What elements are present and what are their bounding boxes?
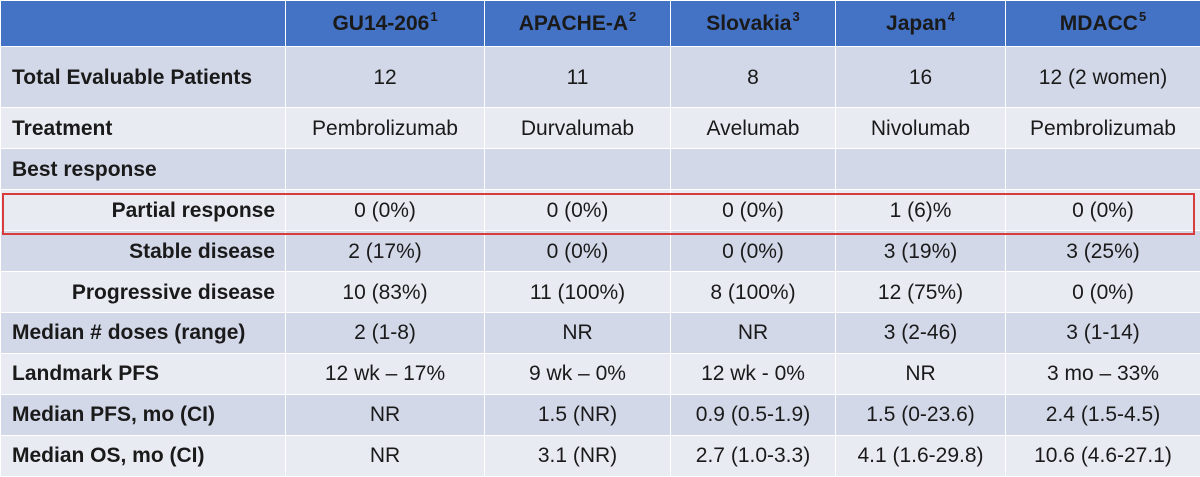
table-cell: 3 (25%)	[1005, 230, 1200, 273]
table-cell: Avelumab	[670, 107, 836, 150]
table-cell: 11	[484, 45, 671, 109]
column-header-label: MDACC	[1059, 11, 1138, 35]
table-cell: 16	[835, 45, 1006, 109]
table-cell: 3 (2-46)	[835, 312, 1006, 355]
table-row-median-os: Median OS, mo (CI) NR 3.1 (NR) 2.7 (1.0-…	[0, 434, 1200, 477]
table-cell: 1.5 (0-23.6)	[835, 393, 1006, 436]
table-cell: NR	[285, 393, 485, 436]
table-cell	[1005, 148, 1200, 191]
table-row-best-response: Best response	[0, 148, 1200, 191]
table-cell	[484, 148, 671, 191]
row-label: Total Evaluable Patients	[0, 45, 286, 109]
table-cell: 11 (100%)	[484, 271, 671, 314]
table-cell: 2.4 (1.5-4.5)	[1005, 393, 1200, 436]
column-header-footnote: 4	[947, 8, 955, 24]
table-cell: 10.6 (4.6-27.1)	[1005, 434, 1200, 477]
table-cell: 0 (0%)	[670, 189, 836, 232]
table-cell: 1 (6)%	[835, 189, 1006, 232]
table-cell: Pembrolizumab	[285, 107, 485, 150]
table-cell: 2 (1-8)	[285, 312, 485, 355]
table-row-median-doses: Median # doses (range) 2 (1-8) NR NR 3 (…	[0, 312, 1200, 355]
table-cell: Pembrolizumab	[1005, 107, 1200, 150]
row-label: Best response	[0, 148, 286, 191]
table-cell: 0 (0%)	[484, 230, 671, 273]
table-cell: 3 (1-14)	[1005, 312, 1200, 355]
table-cell	[285, 148, 485, 191]
table-cell: 8	[670, 45, 836, 109]
row-label: Treatment	[0, 107, 286, 150]
row-label: Median # doses (range)	[0, 312, 286, 355]
table-cell: 0 (0%)	[484, 189, 671, 232]
table-cell: NR	[484, 312, 671, 355]
column-header: Slovakia3	[670, 0, 836, 47]
column-header-footnote: 1	[430, 8, 438, 24]
column-header-label: Japan	[886, 11, 947, 35]
table-cell: 2.7 (1.0-3.3)	[670, 434, 836, 477]
table-row-median-pfs: Median PFS, mo (CI) NR 1.5 (NR) 0.9 (0.5…	[0, 393, 1200, 436]
table-cell: 0 (0%)	[670, 230, 836, 273]
table-row-total-patients: Total Evaluable Patients 12 11 8 16 12 (…	[0, 45, 1200, 109]
table-cell: 1.5 (NR)	[484, 393, 671, 436]
row-label: Median PFS, mo (CI)	[0, 393, 286, 436]
column-header: Japan4	[835, 0, 1006, 47]
table-row-stable-disease: Stable disease 2 (17%) 0 (0%) 0 (0%) 3 (…	[0, 230, 1200, 273]
table-row-treatment: Treatment Pembrolizumab Durvalumab Avelu…	[0, 107, 1200, 150]
row-label: Median OS, mo (CI)	[0, 434, 286, 477]
table-row-progressive-disease: Progressive disease 10 (83%) 11 (100%) 8…	[0, 271, 1200, 314]
row-label: Landmark PFS	[0, 353, 286, 395]
table-cell: 3.1 (NR)	[484, 434, 671, 477]
header-corner-cell	[0, 0, 286, 47]
table-row-landmark-pfs: Landmark PFS 12 wk – 17% 9 wk – 0% 12 wk…	[0, 353, 1200, 395]
table-cell: NR	[285, 434, 485, 477]
row-label: Progressive disease	[0, 271, 286, 314]
table-cell: 0.9 (0.5-1.9)	[670, 393, 836, 436]
row-label: Partial response	[0, 189, 286, 232]
table-cell: 0 (0%)	[285, 189, 485, 232]
column-header-label: APACHE-A	[518, 11, 629, 35]
column-header: GU14-2061	[285, 0, 485, 47]
table-cell: 12 (2 women)	[1005, 45, 1200, 109]
table-cell: 3 mo – 33%	[1005, 353, 1200, 395]
table-cell: NR	[835, 353, 1006, 395]
column-header: APACHE-A2	[484, 0, 671, 47]
table-cell: 12	[285, 45, 485, 109]
table-cell	[835, 148, 1006, 191]
column-header-footnote: 5	[1138, 8, 1147, 24]
row-label: Stable disease	[0, 230, 286, 273]
header-row: GU14-2061 APACHE-A2 Slovakia3 Japan4 MDA…	[0, 0, 1200, 47]
table-cell: 0 (0%)	[1005, 189, 1200, 232]
column-header-footnote: 2	[629, 8, 637, 24]
table-cell: 10 (83%)	[285, 271, 485, 314]
column-header: MDACC5	[1005, 0, 1200, 47]
column-header-label: Slovakia	[706, 11, 792, 35]
table-cell: 2 (17%)	[285, 230, 485, 273]
table-cell: Nivolumab	[835, 107, 1006, 150]
table-cell: 3 (19%)	[835, 230, 1006, 273]
table-row-partial-response: Partial response 0 (0%) 0 (0%) 0 (0%) 1 …	[0, 189, 1200, 232]
column-header-footnote: 3	[792, 8, 800, 24]
column-header-label: GU14-206	[332, 11, 430, 35]
table-cell: 0 (0%)	[1005, 271, 1200, 314]
table-cell: NR	[670, 312, 836, 355]
table-cell	[670, 148, 836, 191]
table-cell: 12 wk – 17%	[285, 353, 485, 395]
table-cell: Durvalumab	[484, 107, 671, 150]
table-cell: 12 wk - 0%	[670, 353, 836, 395]
table-cell: 12 (75%)	[835, 271, 1006, 314]
table-cell: 4.1 (1.6-29.8)	[835, 434, 1006, 477]
table-cell: 8 (100%)	[670, 271, 836, 314]
table-cell: 9 wk – 0%	[484, 353, 671, 395]
